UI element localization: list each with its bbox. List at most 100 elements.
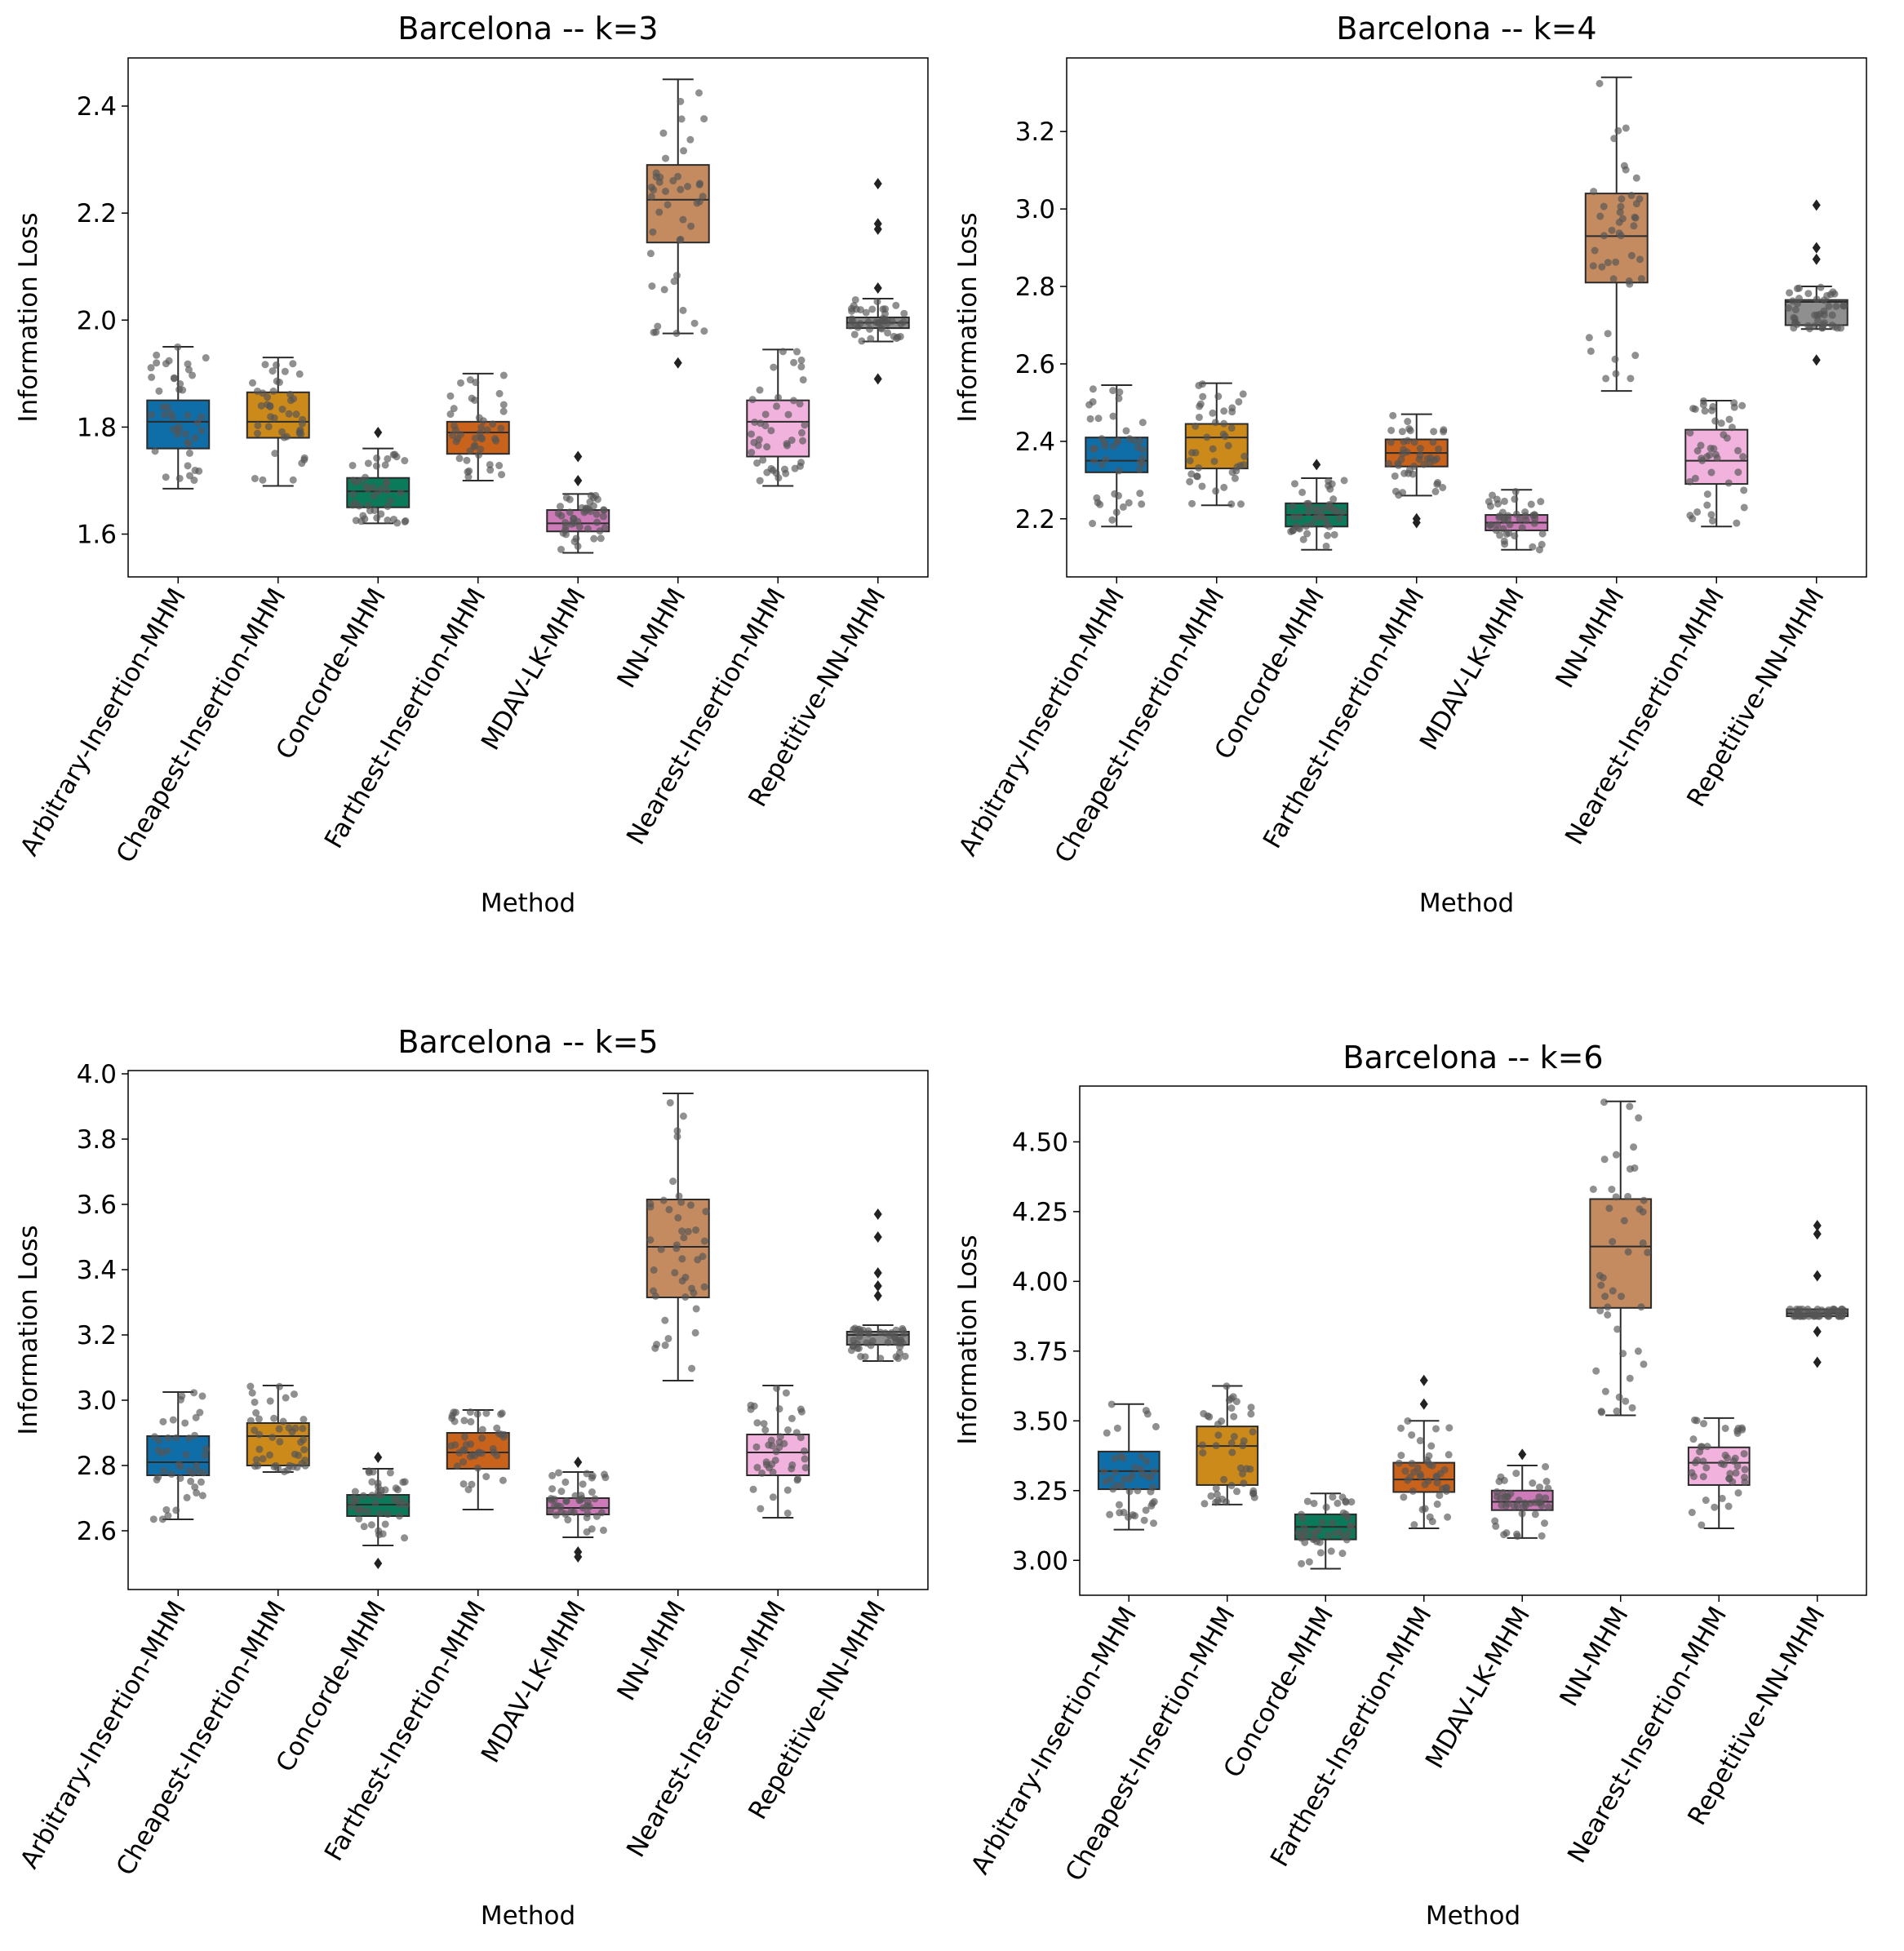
swarm-point — [1622, 1397, 1630, 1405]
swarm-point — [168, 413, 176, 421]
swarm-point — [1541, 1519, 1549, 1528]
y-tick-label: 3.0 — [1015, 195, 1055, 224]
y-tick-label: 3.2 — [1015, 118, 1055, 147]
swarm-point — [1305, 1558, 1313, 1566]
swarm-point — [1212, 1484, 1220, 1492]
swarm-point — [1410, 1521, 1418, 1529]
swarm-point — [761, 410, 770, 419]
swarm-point — [779, 348, 787, 356]
swarm-point — [589, 494, 597, 502]
swarm-point — [1604, 1303, 1612, 1311]
swarm-point — [464, 1485, 473, 1493]
swarm-point — [1143, 1457, 1151, 1465]
swarm-point — [675, 1192, 683, 1200]
swarm-point — [269, 367, 277, 375]
swarm-point — [1125, 1475, 1134, 1483]
box-cheapest-insertion-mhm — [246, 357, 310, 487]
swarm-point — [251, 1462, 259, 1470]
swarm-point — [1531, 1510, 1539, 1519]
swarm-point — [775, 1439, 783, 1447]
swarm-point — [265, 1451, 273, 1459]
swarm-point — [1399, 489, 1407, 497]
swarm-point — [1410, 438, 1418, 446]
swarm-point — [1227, 1439, 1236, 1447]
swarm-point — [1299, 535, 1307, 543]
swarm-point — [1320, 505, 1328, 513]
outlier-point — [873, 1208, 882, 1220]
swarm-point — [895, 1349, 903, 1357]
swarm-point — [384, 454, 392, 463]
swarm-point — [1644, 1248, 1652, 1257]
swarm-point — [246, 1382, 255, 1390]
swarm-point — [162, 473, 170, 481]
y-tick-label: 4.0 — [77, 1060, 117, 1089]
x-tick-label: Cheapest-Insertion-MHM — [1060, 1602, 1241, 1887]
swarm-point — [175, 385, 184, 393]
swarm-point — [1829, 1306, 1837, 1314]
swarm-point — [1596, 79, 1604, 87]
swarm-point — [1538, 530, 1547, 538]
swarm-point — [783, 1486, 792, 1494]
swarm-point — [1786, 289, 1794, 297]
swarm-point — [255, 1415, 263, 1423]
swarm-point — [1287, 527, 1295, 535]
swarm-point — [873, 298, 881, 306]
swarm-point — [1837, 324, 1845, 332]
panel-k3: Barcelona -- k=3 Information Loss Method… — [14, 11, 929, 918]
swarm-point — [686, 135, 695, 144]
swarm-point — [1311, 505, 1320, 513]
x-tick-label: NN-MHM — [1550, 583, 1630, 693]
swarm-point — [1136, 490, 1144, 498]
swarm-point — [1622, 166, 1630, 174]
swarm-point — [699, 1253, 707, 1261]
y-axis-label-k6: Information Loss — [953, 1235, 983, 1444]
swarm-point — [1325, 1532, 1333, 1540]
swarm-point — [868, 305, 877, 313]
swarm-point — [686, 1201, 695, 1209]
swarm-point — [1636, 255, 1644, 264]
swarm-point — [677, 115, 686, 123]
swarm-point — [1227, 500, 1236, 508]
swarm-point — [1591, 246, 1599, 255]
box-arbitrary-insertion-mhm — [146, 343, 211, 490]
swarm-point — [1717, 1460, 1725, 1468]
swarm-point — [183, 1493, 191, 1501]
swarm-point — [1601, 1387, 1609, 1395]
swarm-point — [176, 1474, 184, 1483]
outlier-point — [1813, 1219, 1822, 1231]
swarm-point — [1701, 407, 1709, 415]
swarm-point — [1632, 174, 1640, 182]
box-farthest-insertion-mhm — [1392, 1374, 1456, 1529]
swarm-point — [1142, 1407, 1150, 1415]
swarm-point — [1732, 1469, 1740, 1477]
swarm-point — [877, 1328, 885, 1337]
panel-k6: Barcelona -- k=6 Information Loss Method… — [953, 1040, 1867, 1931]
swarm-point — [1416, 1470, 1424, 1479]
swarm-point — [884, 1338, 892, 1346]
swarm-point — [255, 1445, 264, 1453]
swarm-point — [254, 421, 262, 429]
swarm-point — [1793, 299, 1801, 308]
swarm-point — [371, 1499, 379, 1507]
swarm-point — [1205, 1412, 1214, 1421]
outlier-point — [1412, 512, 1421, 525]
swarm-point — [1228, 1448, 1236, 1457]
swarm-point — [301, 1461, 309, 1470]
swarm-point — [1106, 1510, 1114, 1519]
swarm-point — [1211, 419, 1219, 427]
swarm-point — [1739, 453, 1747, 461]
swarm-point — [749, 1485, 757, 1493]
swarm-point — [1440, 1465, 1449, 1474]
swarm-point — [687, 222, 695, 230]
chart-title-k5: Barcelona -- k=5 — [397, 1024, 658, 1060]
swarm-point — [175, 474, 184, 482]
swarm-point — [1724, 1502, 1733, 1510]
swarm-point — [1135, 466, 1143, 474]
swarm-point — [1228, 408, 1236, 416]
swarm-point — [797, 1434, 805, 1442]
swarm-point — [1198, 1441, 1206, 1449]
swarm-point — [1331, 1529, 1339, 1537]
swarm-point — [564, 1516, 572, 1524]
swarm-point — [1703, 501, 1711, 509]
swarm-point — [1691, 405, 1699, 413]
